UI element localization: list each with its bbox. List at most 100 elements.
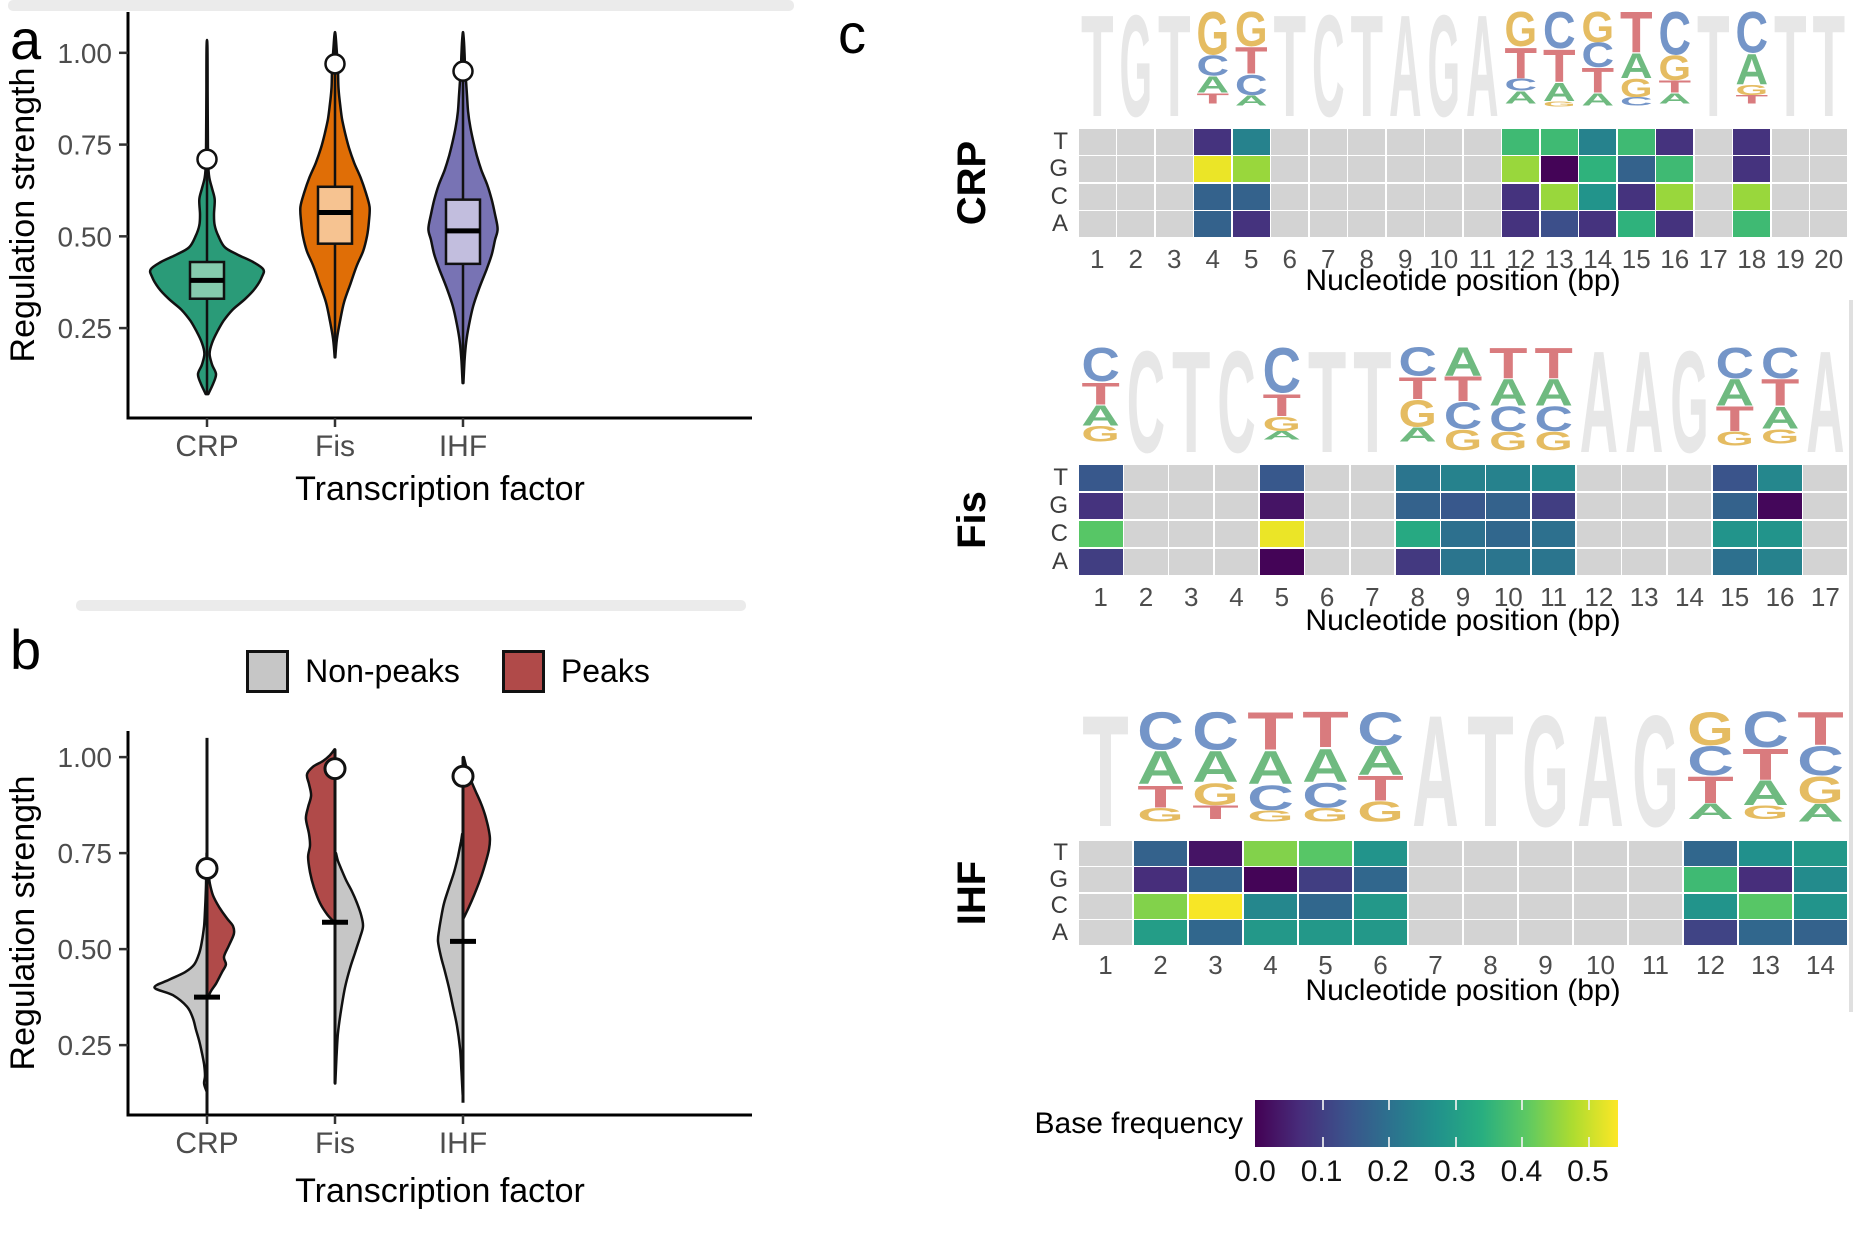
heatmap-cell [1463,211,1501,238]
logo-letter-T: T [1444,370,1482,409]
heatmap-cell [1573,920,1628,946]
logo-letter-A: A [1582,90,1615,109]
heatmap-row-label-T: T [1053,127,1068,155]
heatmap-cell [1758,520,1802,548]
logo-letter-T: T [1620,0,1653,65]
heatmap-cell [1803,464,1848,492]
panel-c-label: c [838,2,866,65]
heatmap-row-label-G: G [1049,865,1068,893]
logo-letter-A: A [1081,399,1119,431]
heatmap-cell [1117,183,1155,210]
heatmap-cell [1259,520,1304,548]
nucleotide-axis-title: Nucleotide position (bp) [1305,604,1621,637]
heatmap-cell [1271,183,1309,210]
heatmap-cell [1353,840,1408,866]
logo-letter-G: G [1582,3,1615,52]
y-tick-label: 1.00 [58,38,113,69]
position-tick-label: 10 [1429,244,1459,274]
logo-letter-A: A [1302,738,1349,792]
heatmap-cell [1133,840,1188,866]
logo-letter-A: A [1389,0,1422,147]
heatmap-cell [1395,492,1440,520]
logo-letter-G: G [1716,428,1754,451]
logo-letter-C: C [1357,701,1404,755]
heatmap-cell [1078,183,1116,210]
heatmap-cell [1309,156,1347,183]
y-tick-label: 0.75 [58,838,113,869]
heatmap-cell [1733,156,1771,183]
position-tick-label: 8 [1483,950,1498,980]
logo-letter-A: A [1534,371,1572,414]
heatmap-cell [1683,893,1738,919]
logo-letter-C: C [1543,2,1576,60]
position-tick-label: 16 [1660,244,1690,274]
logo-letter-T: T [1813,0,1846,147]
heatmap-cell [1259,548,1304,576]
heatmap-cell [1656,128,1694,155]
heatmap-cell [1771,211,1809,238]
heatmap-cell [1155,128,1193,155]
heatmap-cell [1117,211,1155,238]
heatmap-cell [1117,156,1155,183]
position-tick-label: 2 [1138,582,1154,612]
heatmap-cell [1733,211,1771,238]
heatmap-cell [1395,520,1440,548]
heatmap-row-label-A: A [1051,210,1068,238]
logo-letter-C: C [1797,739,1844,785]
heatmap-cell [1078,548,1123,576]
heatmap-cell [1518,893,1573,919]
heatmap-cell [1683,867,1738,893]
heatmap-cell [1738,840,1793,866]
colorbar-tick-label: 0.3 [1433,1155,1476,1188]
position-tick-label: 7 [1428,950,1443,980]
logo-letter-T: T [1172,321,1210,484]
heatmap-cell [1622,520,1667,548]
heatmap-cell [1573,840,1628,866]
heatmap-cell [1733,183,1771,210]
heatmap-cell [1232,156,1270,183]
logo-letter-G: G [1357,796,1404,828]
heatmap-cell [1540,128,1578,155]
peaks-swatch [501,650,545,693]
logo-letter-A: A [1263,429,1301,442]
position-tick-label: 6 [1282,244,1297,274]
logo-letter-C: C [1302,776,1349,815]
position-tick-label: 8 [1410,582,1425,612]
heatmap-cell [1298,893,1353,919]
x-category-label: IHF [439,430,487,463]
heatmap-cell [1518,920,1573,946]
logo-letter-T: T [1399,371,1437,407]
heatmap-cell [1386,211,1424,238]
logo-letter-A: A [1761,401,1799,437]
logo-letter-G: G [1137,804,1184,825]
heatmap-cell [1810,128,1848,155]
heatmap-cell [1694,128,1732,155]
logo-letter-T: T [1687,769,1734,811]
position-tick-label: 4 [1229,582,1244,612]
heatmap-cell [1386,156,1424,183]
heatmap-cell [1386,183,1424,210]
heatmap-cell [1628,893,1683,919]
heatmap-cell [1738,893,1793,919]
logo-letter-C: C [1235,68,1268,101]
heatmap-row-label-G: G [1049,492,1068,519]
y-tick-label: 0.50 [58,934,113,965]
logo-letter-G: G [1632,683,1679,861]
heatmap-cell [1531,520,1576,548]
logo-letter-T: T [1308,321,1346,484]
panel-a-label: a [10,8,42,71]
x-category-label: IHF [439,1127,487,1160]
logo-letter-C: C [1263,335,1301,406]
legend-item-peaks: Peaks [501,650,650,693]
logo-letter-C: C [1312,0,1345,147]
heatmap-cell [1667,520,1712,548]
heatmap-cell [1408,840,1463,866]
position-tick-label: 15 [1621,244,1651,274]
logo-letter-A: A [1399,423,1437,446]
y-tick-label: 0.25 [58,313,113,344]
heatmap-cell [1169,548,1214,576]
heatmap-cell [1622,464,1667,492]
logo-letter-G: G [1197,1,1230,69]
heatmap-cell [1078,156,1116,183]
logo-letter-T: T [1505,39,1538,88]
